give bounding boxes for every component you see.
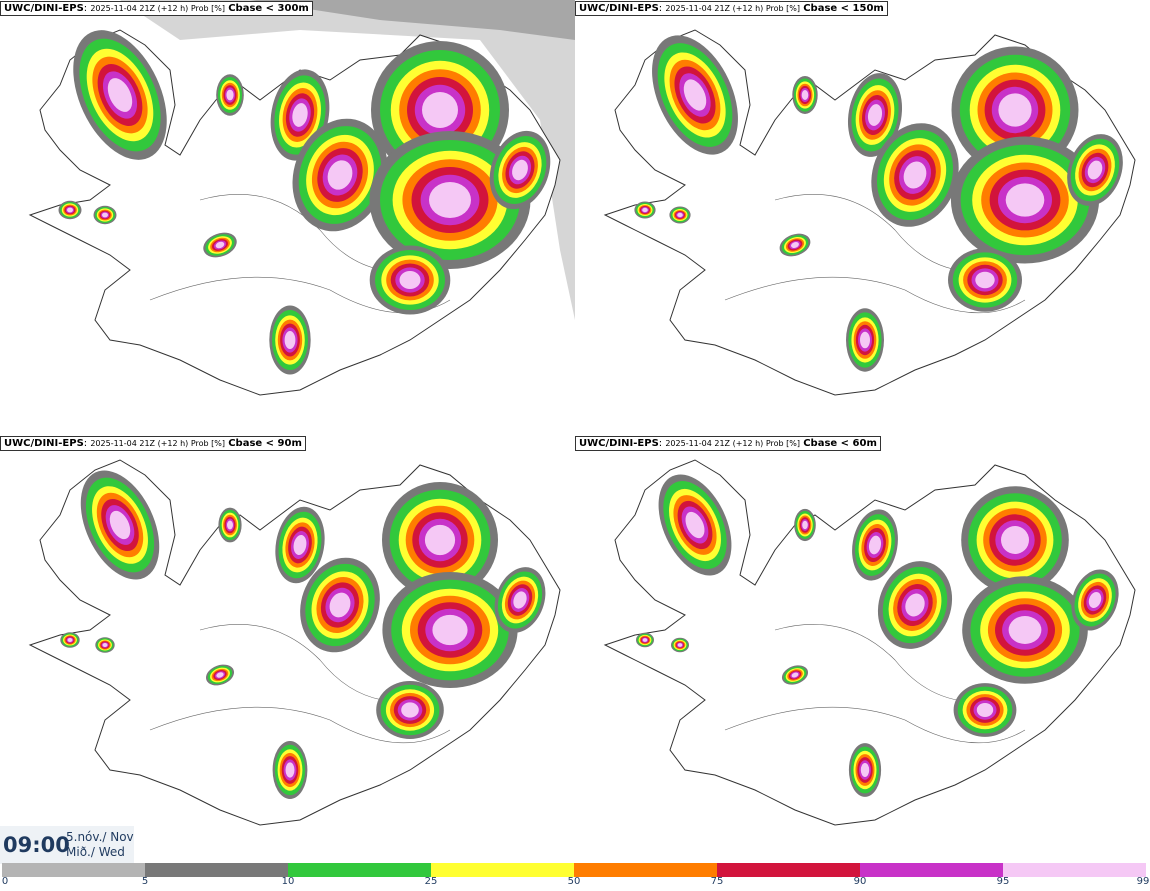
color-legend: 0 5 10 25 50 75 90 95 99 [0,862,1150,891]
probability-contour [216,672,224,678]
probability-contour [102,212,108,218]
parameter-label: Cbase < 90m [228,438,302,449]
legend-tick-label: 99 [1136,876,1150,887]
probability-contour [329,592,351,618]
legend-tick-label: 50 [567,876,581,887]
probability-contour [976,703,994,717]
legend-swatch [860,863,1003,877]
probability-contour [424,524,456,556]
probability-contour [227,520,233,530]
legend-tick-label: 5 [141,876,149,887]
probability-contour [802,520,808,530]
iceland-map [603,29,1136,396]
parameter-label: Cbase < 300m [228,3,309,14]
map-panel-3: UWC/DINI-EPS: 2025-11-04 21Z (+12 h) Pro… [0,435,575,870]
probability-contour [109,510,131,540]
map-panel-2: UWC/DINI-EPS: 2025-11-04 21Z (+12 h) Pro… [575,0,1150,435]
probability-contour [791,672,799,678]
model-name: UWC/DINI-EPS [579,3,659,14]
iceland-map [28,459,561,826]
probability-contour [215,241,225,249]
probability-contour [683,79,707,111]
probability-contour [292,103,308,127]
valid-time: 09:00 [3,833,70,857]
map-panel-1: UWC/DINI-EPS: 2025-11-04 21Z (+12 h) Pro… [0,0,575,435]
low-prob-area [250,0,575,40]
legend-swatch [2,863,145,877]
panel-title: UWC/DINI-EPS: 2025-11-04 21Z (+12 h) Pro… [0,436,306,451]
probability-contour [429,182,471,218]
probability-contour [1008,616,1042,644]
valid-time-box: 09:00 5.nóv./ Nov Mið./ Wed [0,826,134,864]
iceland-map [28,0,575,396]
parameter-label: Cbase < 150m [803,3,884,14]
probability-contour [677,212,683,218]
probability-contour [868,535,882,555]
run-info: 2025-11-04 21Z (+12 h) Prob [%] [665,439,801,448]
probability-contour [642,638,648,642]
model-name: UWC/DINI-EPS [4,438,84,449]
legend-swatch [431,863,574,877]
probability-contour [677,643,683,647]
probability-contour [1005,183,1045,217]
road-line [724,706,1026,744]
legend-tick-label: 25 [424,876,438,887]
probability-contour [1001,526,1029,554]
panel-title: UWC/DINI-EPS: 2025-11-04 21Z (+12 h) Pro… [575,1,888,16]
parameter-label: Cbase < 60m [803,438,877,449]
probability-contour [867,104,883,126]
panel-title: UWC/DINI-EPS: 2025-11-04 21Z (+12 h) Pro… [0,1,313,16]
probability-contour [998,93,1032,127]
map-panel-4: UWC/DINI-EPS: 2025-11-04 21Z (+12 h) Pro… [575,435,1150,870]
legend-tick-label: 75 [710,876,724,887]
probability-contour [642,207,648,213]
probability-contour [285,762,295,778]
road-line [149,706,451,744]
legend-swatch [288,863,431,877]
probability-contour [860,331,870,349]
model-name: UWC/DINI-EPS [4,3,84,14]
probability-contour [422,92,458,128]
run-info: 2025-11-04 21Z (+12 h) Prob [%] [665,4,801,13]
model-name: UWC/DINI-EPS [579,438,659,449]
panel-title: UWC/DINI-EPS: 2025-11-04 21Z (+12 h) Pro… [575,436,881,451]
probability-contour [975,271,995,289]
probability-contour [513,591,527,609]
legend-tick-label: 10 [281,876,295,887]
legend-tick-label: 0 [1,876,9,887]
probability-contour [1088,592,1102,608]
probability-contour [432,614,468,646]
legend-tick-label: 95 [996,876,1010,887]
probability-contour [102,643,108,647]
run-info: 2025-11-04 21Z (+12 h) Prob [%] [90,4,226,13]
run-info: 2025-11-04 21Z (+12 h) Prob [%] [90,439,226,448]
valid-weekday: Mið./ Wed [66,845,125,859]
probability-contour [107,78,133,112]
legend-swatch [574,863,717,877]
probability-contour [226,89,234,101]
probability-contour [685,511,705,539]
probability-contour [399,271,421,289]
probability-contour [791,242,799,248]
road-line [724,276,1026,314]
legend-swatch [1003,863,1146,877]
probability-contour [284,331,296,349]
probability-contour [903,161,927,189]
probability-contour [1087,160,1103,180]
legend-swatch [717,863,860,877]
probability-contour [801,90,809,100]
valid-date: 5.nóv./ Nov [66,830,134,844]
probability-contour [860,763,870,777]
legend-tick-label: 90 [853,876,867,887]
probability-contour [401,702,419,718]
probability-contour [512,159,528,181]
probability-contour [327,160,353,190]
legend-swatch [145,863,288,877]
probability-contour [293,534,307,556]
iceland-map [603,459,1136,826]
probability-contour [905,593,925,617]
probability-contour [67,207,73,213]
probability-contour [67,638,73,642]
